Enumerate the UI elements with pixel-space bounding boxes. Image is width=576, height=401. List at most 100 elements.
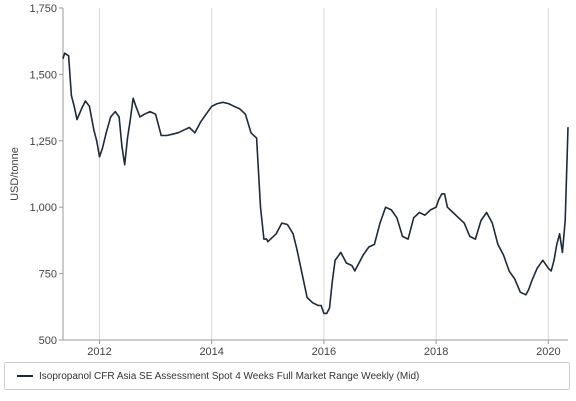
data-point: [199, 121, 202, 123]
data-point: [160, 134, 162, 137]
data-point: [463, 222, 465, 224]
data-point: [418, 211, 420, 214]
data-point: [356, 265, 359, 267]
data-point: [114, 110, 116, 113]
data-point: [547, 267, 549, 269]
data-point: [126, 137, 129, 139]
data-point: [312, 302, 314, 304]
x-tick-label: 2014: [199, 346, 223, 358]
data-point: [286, 223, 289, 226]
data-point: [502, 254, 505, 256]
data-point: [528, 288, 530, 291]
data-point: [401, 235, 404, 238]
data-point: [267, 241, 269, 243]
data-point: [340, 251, 342, 253]
data-point: [154, 113, 157, 115]
data-point: [553, 259, 555, 261]
data-point: [227, 103, 230, 105]
x-tick-label: 2012: [87, 346, 111, 358]
data-point: [323, 312, 325, 315]
data-point: [292, 233, 294, 235]
data-point: [216, 103, 218, 105]
data-point: [84, 100, 87, 102]
data-point: [275, 233, 277, 235]
data-point: [270, 238, 272, 240]
data-point: [166, 134, 168, 137]
data-point: [171, 133, 174, 135]
data-point: [424, 214, 426, 216]
data-point: [429, 209, 432, 211]
data-point: [525, 294, 527, 296]
data-point: [80, 108, 83, 110]
data-point: [435, 206, 437, 208]
data-point: [514, 278, 516, 280]
y-tick-label: 1,750: [29, 3, 57, 15]
data-point: [259, 206, 262, 208]
data-point: [331, 280, 333, 283]
data-point: [334, 259, 336, 261]
data-point: [469, 235, 471, 238]
data-point: [407, 238, 409, 240]
y-axis-label: USD/tonne: [9, 147, 21, 201]
data-point: [211, 105, 213, 107]
data-point: [561, 251, 563, 253]
data-point: [88, 105, 90, 107]
data-point: [320, 304, 322, 307]
data-point: [233, 105, 235, 107]
legend-series-label: Isopropanol CFR Asia SE Assessment Spot …: [39, 370, 420, 382]
data-point: [385, 206, 387, 208]
data-point: [390, 209, 392, 211]
data-point: [536, 267, 538, 269]
legend: Isopropanol CFR Asia SE Assessment Spot …: [4, 362, 570, 390]
data-point: [93, 129, 95, 131]
data-point: [121, 145, 123, 147]
data-point: [64, 52, 66, 54]
data-point: [76, 118, 78, 121]
data-point: [368, 246, 370, 248]
data-point: [296, 249, 298, 251]
data-point: [205, 113, 207, 115]
data-point: [281, 222, 283, 224]
legend-swatch: [17, 375, 33, 377]
data-point: [491, 222, 493, 224]
y-axis-ticks: 500 750 1,000 1,250 1,500 1,750: [29, 3, 63, 347]
data-point: [396, 217, 398, 219]
data-point: [132, 97, 134, 99]
data-point: [188, 126, 190, 129]
data-point: [556, 243, 558, 245]
y-tick-label: 1,250: [29, 136, 57, 148]
data-point: [438, 198, 440, 200]
data-point: [550, 270, 552, 272]
data-point: [110, 116, 112, 118]
data-point: [508, 270, 510, 272]
data-point: [443, 193, 446, 195]
data-point: [118, 116, 120, 118]
data-point: [413, 217, 415, 219]
gridlines: [98, 8, 549, 340]
data-point: [73, 105, 75, 107]
data-point: [239, 108, 241, 110]
data-point: [250, 132, 252, 134]
data-point: [96, 140, 98, 142]
data-point: [474, 238, 477, 240]
y-tick-label: 500: [39, 335, 57, 347]
y-tick-label: 1,000: [29, 202, 57, 214]
data-point: [177, 132, 179, 134]
data-point: [362, 254, 364, 256]
data-point: [530, 280, 533, 283]
x-tick-label: 2016: [312, 346, 336, 358]
data-point: [194, 132, 196, 134]
data-point: [129, 118, 131, 121]
data-point: [317, 304, 319, 307]
data-point: [98, 156, 101, 158]
data-point: [266, 238, 268, 240]
x-tick-label: 2020: [536, 346, 560, 358]
series-line: [62, 52, 569, 315]
data-point: [105, 132, 107, 134]
data-point: [139, 116, 141, 118]
data-point: [351, 265, 353, 267]
data-point: [345, 262, 347, 264]
data-point: [542, 259, 544, 261]
x-axis-ticks: 2012 2014 2016 2018 2020: [87, 340, 561, 358]
